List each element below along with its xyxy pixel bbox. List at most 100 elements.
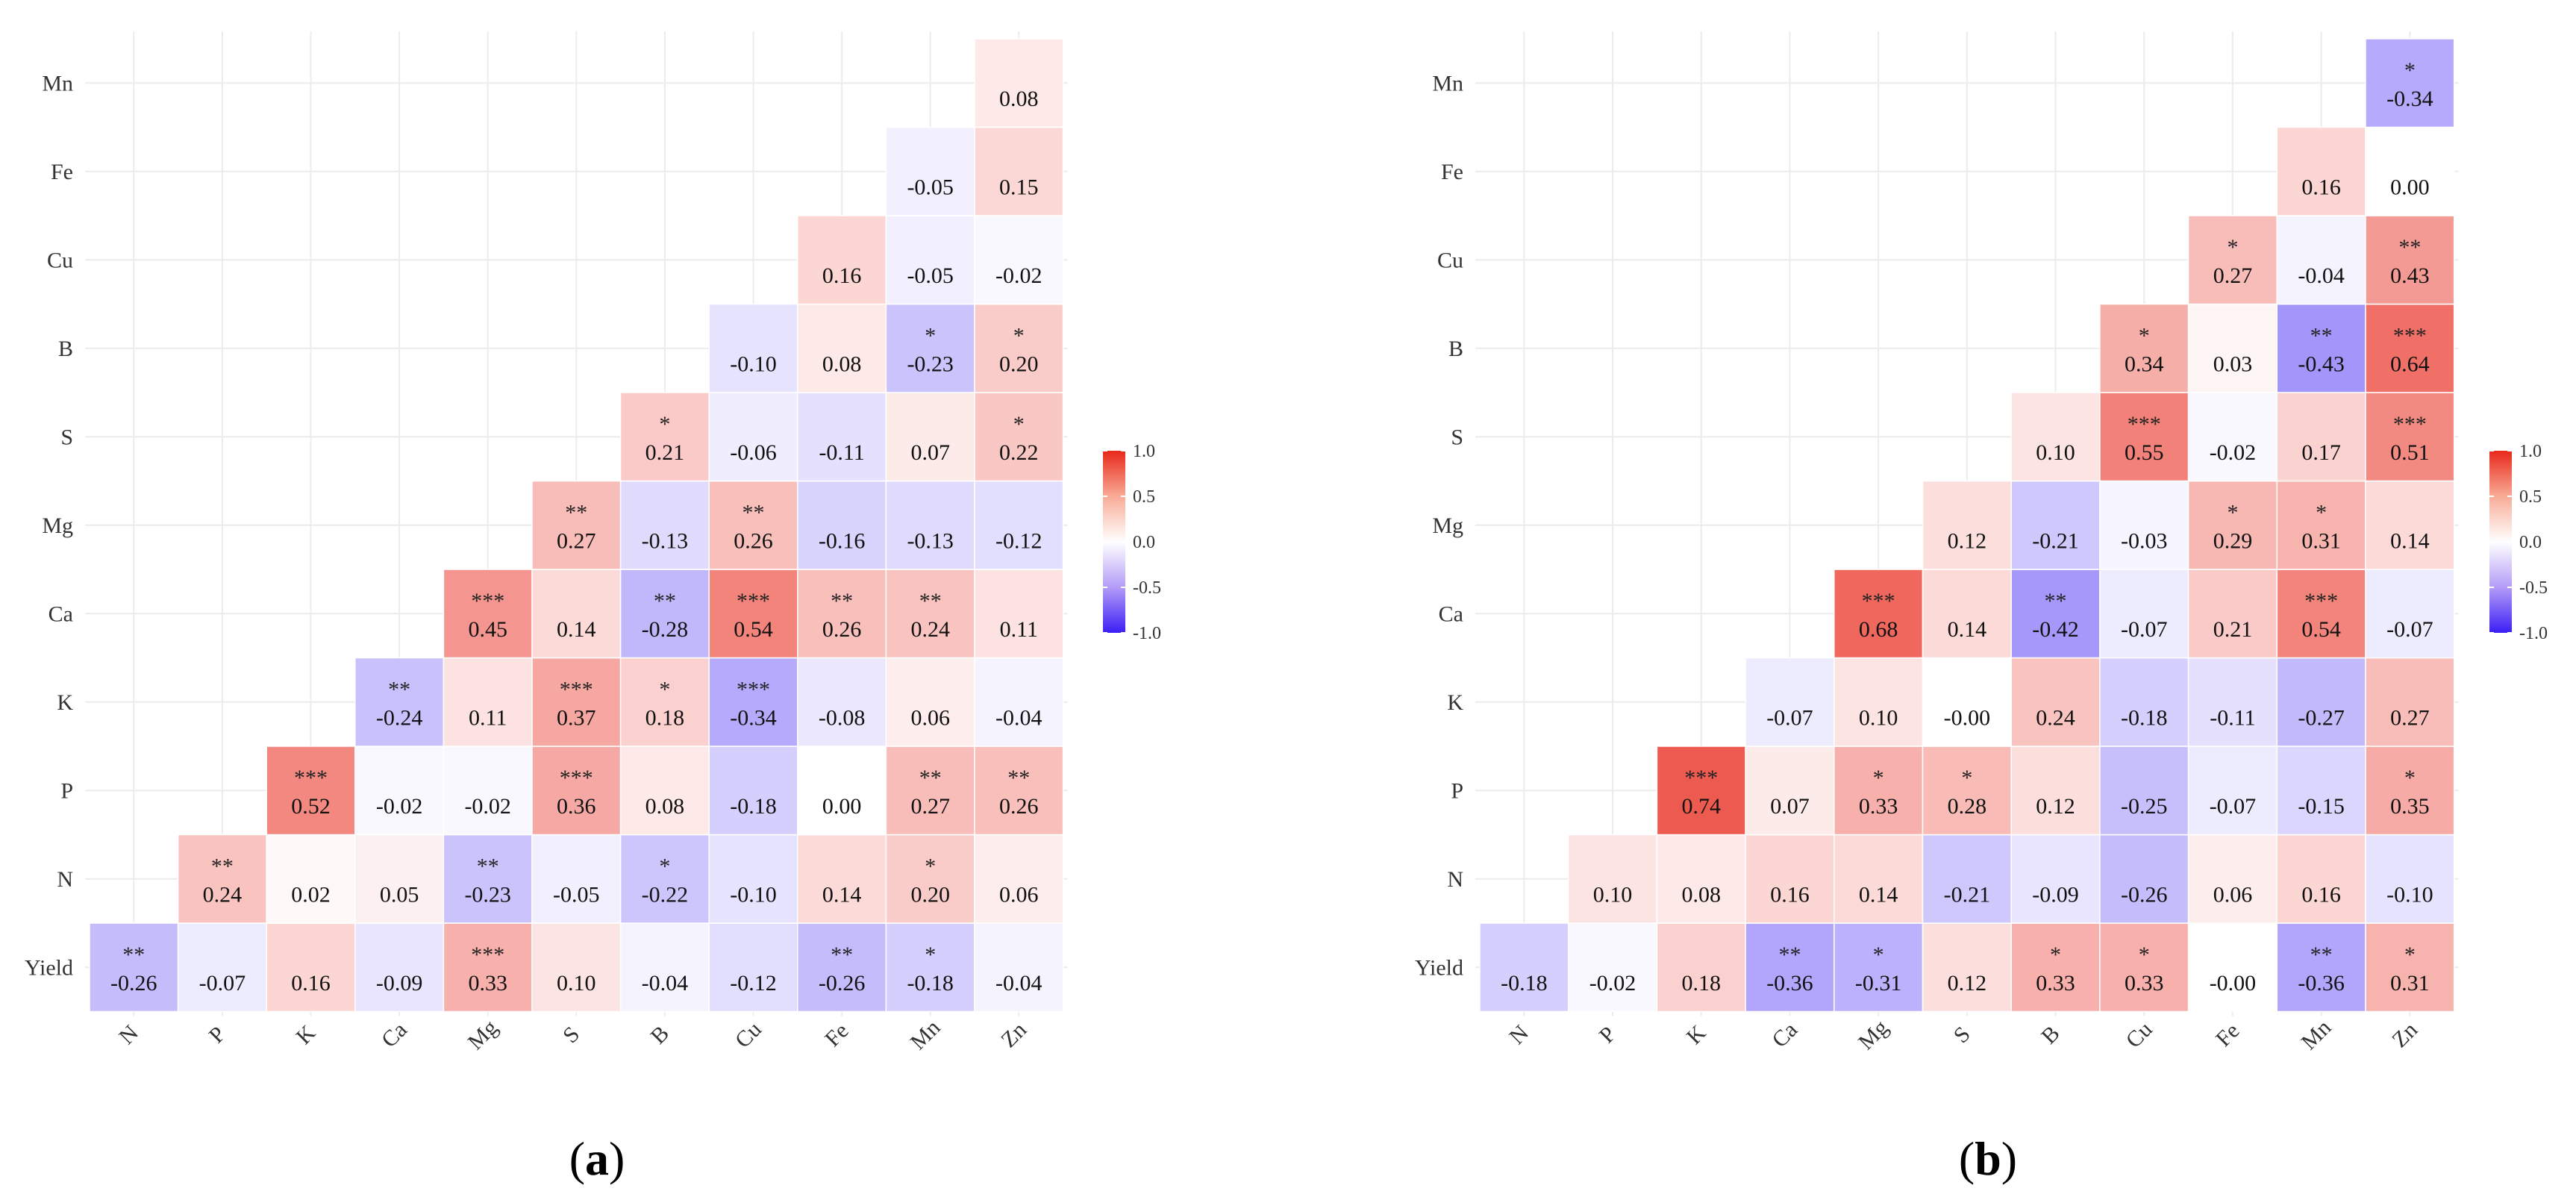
legend-tick-label: 1.0 — [1133, 442, 1155, 461]
correlation-value-label: 0.12 — [1948, 971, 1987, 996]
x-tick-label: S — [558, 1022, 584, 1048]
x-tick-label: Mn — [906, 1015, 945, 1054]
x-tick-label: Ca — [377, 1017, 412, 1052]
heatmap-cell — [2276, 303, 2366, 393]
x-tick-label: Ca — [1767, 1017, 1802, 1052]
correlation-value-label: 0.28 — [1948, 794, 1987, 819]
correlation-value-label: -0.36 — [2298, 971, 2345, 996]
heatmap-cell — [1833, 834, 1924, 924]
correlation-value-label: -0.07 — [2210, 794, 2257, 819]
heatmap-cell — [974, 834, 1064, 924]
heatmap-cell — [2010, 569, 2101, 659]
correlation-value-label: -0.02 — [376, 794, 423, 819]
correlation-value-label: 0.16 — [822, 263, 862, 288]
heatmap-cell — [2276, 657, 2366, 747]
correlation-value-label: 0.10 — [1859, 706, 1898, 731]
correlation-value-label: -0.18 — [2121, 706, 2168, 731]
correlation-value-label: 0.34 — [2125, 352, 2164, 377]
significance-label: *** — [2393, 412, 2427, 437]
significance-label: *** — [1684, 766, 1718, 790]
correlation-value-label: -0.31 — [1855, 971, 1902, 996]
correlation-value-label: 0.33 — [2125, 971, 2164, 996]
correlation-value-label: -0.25 — [2121, 794, 2168, 819]
correlation-value-label: 0.03 — [2213, 352, 2253, 377]
correlation-value-label: -0.05 — [907, 175, 954, 200]
heatmap-cell — [2099, 922, 2189, 1013]
correlation-value-label: -0.21 — [1944, 883, 1991, 907]
x-tick-label: Cu — [2121, 1017, 2157, 1053]
significance-label: * — [1961, 766, 1972, 790]
heatmap-cell — [2365, 392, 2455, 482]
significance-label: * — [2404, 766, 2416, 790]
heatmap-cell — [619, 746, 710, 836]
correlation-value-label: -0.22 — [642, 883, 689, 907]
correlation-value-label: 0.45 — [468, 617, 507, 642]
significance-label: * — [2050, 943, 2061, 967]
significance-label: * — [925, 943, 936, 967]
significance-label: * — [925, 854, 936, 879]
heatmap-cell — [177, 834, 267, 924]
correlation-value-label: -0.10 — [730, 352, 777, 377]
significance-label: ** — [743, 501, 765, 525]
correlation-value-label: -0.06 — [730, 440, 777, 465]
heatmap-cell — [1833, 569, 1924, 659]
heatmap-cell — [708, 922, 798, 1013]
significance-label: ** — [1007, 766, 1030, 790]
correlation-value-label: -0.05 — [907, 263, 954, 288]
heatmap-cell — [1745, 834, 1835, 924]
heatmap-cell — [708, 746, 798, 836]
y-tick-label: B — [1448, 337, 1463, 361]
heatmap-cell — [619, 922, 710, 1013]
heatmap-cell — [443, 746, 533, 836]
heatmap-cell — [266, 746, 356, 836]
x-tick-label: P — [204, 1022, 231, 1048]
heatmap-cell — [1745, 657, 1835, 747]
x-tick-label: K — [291, 1020, 320, 1049]
correlation-value-label: 0.27 — [557, 529, 596, 554]
correlation-value-label: 0.36 — [557, 794, 596, 819]
heatmap-cell — [797, 922, 887, 1013]
correlation-value-label: 0.26 — [822, 617, 862, 642]
correlation-value-label: -0.16 — [819, 529, 866, 554]
significance-label: * — [2139, 943, 2150, 967]
y-tick-label: Ca — [49, 601, 73, 626]
x-tick-label: Mg — [1854, 1015, 1893, 1054]
correlation-value-label: -0.07 — [2121, 617, 2168, 642]
correlation-value-label: 0.07 — [1770, 794, 1810, 819]
significance-label: ** — [122, 943, 145, 967]
significance-label: * — [2316, 501, 2327, 525]
correlation-value-label: 0.35 — [2390, 794, 2430, 819]
correlation-value-label: 0.06 — [2213, 883, 2253, 907]
y-tick-label: N — [1447, 867, 1463, 892]
y-tick-label: Yield — [1415, 955, 1463, 980]
heatmap-cell — [354, 922, 445, 1013]
correlation-value-label: -0.34 — [2386, 87, 2433, 111]
heatmap-cell — [2276, 480, 2366, 570]
y-tick-label: Mn — [42, 71, 73, 96]
heatmap-cell — [619, 834, 710, 924]
correlation-value-label: 0.08 — [999, 87, 1039, 111]
correlation-value-label: -0.13 — [907, 529, 954, 554]
correlation-value-label: 0.00 — [822, 794, 862, 819]
significance-label: ** — [654, 589, 676, 613]
correlation-value-label: 0.27 — [910, 794, 950, 819]
correlation-value-label: -0.18 — [1501, 971, 1548, 996]
heatmap-cell — [974, 657, 1064, 747]
heatmap-cell — [2365, 834, 2455, 924]
correlation-value-label: -0.18 — [730, 794, 777, 819]
significance-label: * — [1873, 943, 1884, 967]
correlation-value-label: -0.04 — [2298, 263, 2345, 288]
heatmap-cell — [354, 746, 445, 836]
y-tick-label: P — [60, 778, 73, 803]
correlation-value-label: -0.27 — [2298, 706, 2345, 731]
correlation-value-label: -0.02 — [1589, 971, 1636, 996]
correlation-value-label: -0.03 — [2121, 529, 2168, 554]
legend-tick-label: -1.0 — [1133, 624, 1161, 643]
correlation-value-label: 0.18 — [1682, 971, 1722, 996]
correlation-value-label: 0.27 — [2390, 706, 2430, 731]
correlation-value-label: 0.24 — [203, 883, 243, 907]
heatmap-cell — [2187, 657, 2278, 747]
correlation-value-label: 0.02 — [291, 883, 331, 907]
correlation-value-label: -0.07 — [199, 971, 246, 996]
correlation-value-label: -0.04 — [995, 971, 1042, 996]
